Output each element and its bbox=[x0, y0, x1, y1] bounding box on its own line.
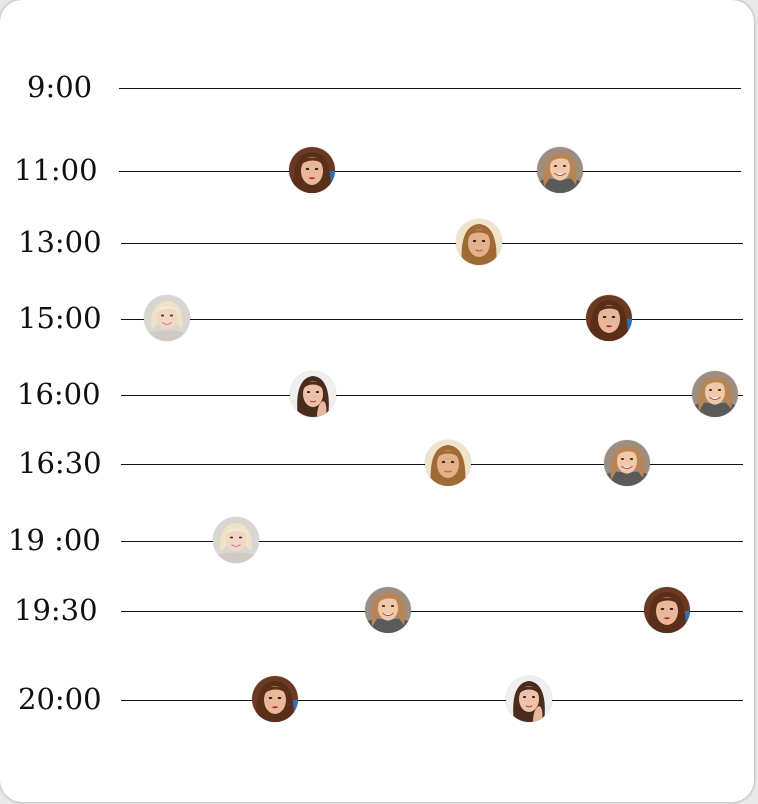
avatar-person-hand-on-face[interactable] bbox=[506, 676, 552, 722]
timeline-row-1100: 11:00 bbox=[0, 171, 754, 172]
avatar-person-smiling-gray-top[interactable] bbox=[365, 587, 411, 633]
person-smiling-gray-top-icon bbox=[537, 147, 583, 193]
avatar-person-smiling-gray-top[interactable] bbox=[692, 371, 738, 417]
person-platinum-bob-icon bbox=[213, 517, 259, 563]
avatar-person-red-lips[interactable] bbox=[586, 295, 632, 341]
timeline-line bbox=[121, 700, 743, 701]
person-red-lips-icon bbox=[252, 676, 298, 722]
timeline-line bbox=[121, 541, 743, 542]
avatar-person-red-lips[interactable] bbox=[252, 676, 298, 722]
avatar-person-red-lips[interactable] bbox=[289, 147, 335, 193]
timeline-row-1900: 19 :00 bbox=[0, 541, 754, 542]
avatar-person-platinum-bob[interactable] bbox=[144, 295, 190, 341]
timeline-row-1300: 13:00 bbox=[0, 243, 754, 244]
person-hand-on-face-icon bbox=[290, 371, 336, 417]
time-label: 9:00 bbox=[27, 70, 93, 104]
person-hand-on-face-icon bbox=[506, 676, 552, 722]
time-label: 20:00 bbox=[18, 682, 102, 716]
timeline-line bbox=[119, 88, 741, 89]
time-label: 16:30 bbox=[18, 446, 102, 480]
timeline-row-2000: 20:00 bbox=[0, 700, 754, 701]
timeline-row-1600: 16:00 bbox=[0, 395, 754, 396]
person-smiling-gray-top-icon bbox=[604, 440, 650, 486]
time-label: 16:00 bbox=[17, 377, 101, 411]
time-label: 11:00 bbox=[14, 153, 98, 187]
timeline-line bbox=[121, 243, 743, 244]
timeline-line bbox=[119, 171, 741, 172]
person-smiling-gray-top-icon bbox=[692, 371, 738, 417]
timeline-line bbox=[121, 319, 743, 320]
avatar-person-platinum-bob[interactable] bbox=[213, 517, 259, 563]
person-blonde-light-icon bbox=[456, 219, 502, 265]
timeline-row-1630: 16:30 bbox=[0, 464, 754, 465]
timeline-row-1930: 19:30 bbox=[0, 611, 754, 612]
time-label: 13:00 bbox=[18, 225, 102, 259]
person-smiling-gray-top-icon bbox=[365, 587, 411, 633]
time-label: 19 :00 bbox=[8, 523, 101, 557]
avatar-person-blonde-light[interactable] bbox=[425, 440, 471, 486]
person-blonde-light-icon bbox=[425, 440, 471, 486]
timeline-line bbox=[121, 611, 743, 612]
person-platinum-bob-icon bbox=[144, 295, 190, 341]
time-label: 15:00 bbox=[18, 301, 102, 335]
person-red-lips-icon bbox=[644, 587, 690, 633]
person-red-lips-icon bbox=[586, 295, 632, 341]
avatar-person-smiling-gray-top[interactable] bbox=[604, 440, 650, 486]
avatar-person-blonde-light[interactable] bbox=[456, 219, 502, 265]
timeline-line bbox=[121, 395, 743, 396]
timeline-row-1500: 15:00 bbox=[0, 319, 754, 320]
timeline-row-0900: 9:00 bbox=[0, 70, 754, 104]
person-red-lips-icon bbox=[289, 147, 335, 193]
avatar-person-smiling-gray-top[interactable] bbox=[537, 147, 583, 193]
avatar-person-red-lips[interactable] bbox=[644, 587, 690, 633]
time-label: 19:30 bbox=[14, 593, 98, 627]
avatar-person-hand-on-face[interactable] bbox=[290, 371, 336, 417]
